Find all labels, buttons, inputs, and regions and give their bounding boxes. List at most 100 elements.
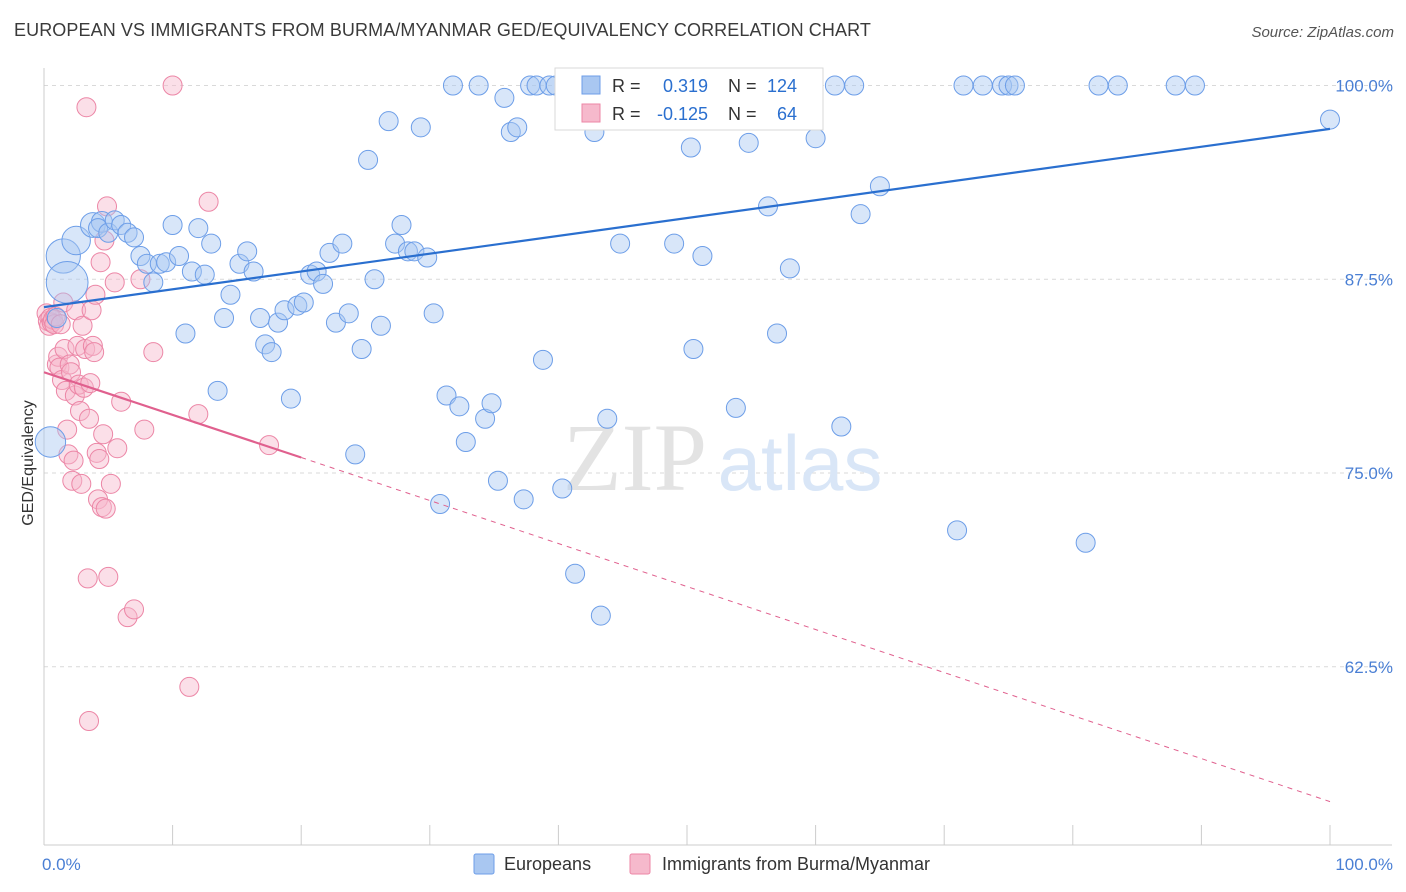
european-point (475, 408, 496, 429)
stats-n-label: N = (728, 104, 757, 124)
european-point (364, 269, 385, 290)
stats-swatch-burma (581, 103, 601, 123)
tick-labels: 62.5% 75.0% 87.5% 100.0% 0.0% 100.0% (42, 77, 1393, 875)
burma-point (124, 599, 145, 620)
european-point (274, 300, 295, 321)
european-point (124, 227, 145, 248)
burma-point (76, 97, 97, 118)
european-point (552, 478, 573, 499)
burma-point (80, 373, 101, 394)
burma-trend-extension (301, 457, 1331, 803)
european-point (805, 128, 826, 149)
burma-point (79, 711, 100, 731)
european-point (111, 215, 132, 235)
european-point (494, 87, 515, 108)
burma-point (72, 315, 93, 336)
burma-point (198, 191, 219, 212)
watermark-zip: ZIP (563, 404, 707, 511)
legend-label-european: Europeans (504, 854, 591, 874)
european-point (947, 520, 968, 541)
european-trend-line (43, 127, 1331, 309)
european-point (181, 261, 202, 282)
stats-swatch-european (581, 75, 601, 95)
european-point (143, 272, 164, 293)
european-point (1004, 75, 1025, 96)
european-point (149, 253, 170, 274)
european-point (280, 388, 301, 409)
burma-point (162, 75, 183, 96)
european-point (345, 444, 366, 465)
european-point (351, 339, 372, 359)
european-point (442, 75, 463, 96)
european-point (1184, 75, 1205, 96)
x-tick-label: 100.0% (1335, 855, 1393, 874)
european-point (410, 117, 431, 138)
european-point (358, 149, 379, 170)
burma-trend-line (43, 371, 302, 459)
european-point (692, 246, 713, 266)
stats-r-value: 0.319 (663, 76, 708, 96)
european-point (385, 233, 406, 254)
european-point (507, 117, 528, 138)
european-point (207, 380, 228, 401)
european-point (378, 111, 399, 132)
european-point (34, 426, 67, 458)
stats-r-label: R = (612, 104, 641, 124)
burma-point (93, 424, 114, 445)
burma-point (134, 419, 155, 440)
european-point (169, 246, 190, 266)
european-point (370, 315, 391, 336)
european-point (201, 233, 222, 254)
stats-n-label: N = (728, 76, 757, 96)
european-point (1107, 75, 1128, 96)
european-point (243, 261, 264, 282)
european-point (45, 260, 89, 304)
burma-point (104, 272, 125, 293)
european-point (1320, 109, 1340, 130)
european-point (597, 408, 618, 429)
burma-point (89, 449, 110, 470)
european-point (293, 292, 314, 313)
burma-point (100, 473, 121, 494)
european-point (590, 605, 611, 626)
y-tick-label: 75.0% (1345, 464, 1393, 483)
european-point (250, 308, 271, 328)
european-point (532, 349, 553, 370)
european-point (1165, 75, 1186, 96)
burma-point (130, 269, 151, 290)
burma-point (90, 252, 111, 273)
european-point (130, 246, 151, 266)
burma-point (50, 314, 71, 335)
european-point (449, 396, 470, 417)
european-point (194, 264, 215, 285)
burma-point (98, 566, 119, 587)
burma-point (79, 408, 100, 429)
legend-swatch-burma (629, 853, 651, 875)
european-point (268, 312, 289, 333)
european-point (237, 241, 258, 262)
european-point (850, 204, 871, 225)
european-point (391, 215, 412, 235)
burma-points (36, 75, 280, 731)
european-point (998, 75, 1019, 96)
burma-point (63, 450, 84, 471)
european-point (261, 342, 282, 363)
european-point (468, 75, 489, 96)
european-point (779, 258, 800, 279)
stats-n-value: 124 (767, 76, 797, 96)
european-point (332, 233, 353, 254)
legend-label-burma: Immigrants from Burma/Myanmar (662, 854, 930, 874)
european-point (188, 218, 209, 239)
burma-point (82, 335, 103, 356)
trend-lines (43, 127, 1331, 803)
european-point (831, 416, 852, 437)
european-point (680, 137, 701, 158)
european-point (824, 75, 845, 96)
source-label: Source: ZipAtlas.com (1251, 24, 1394, 41)
stats-r-label: R = (612, 76, 641, 96)
european-points (34, 75, 1340, 626)
european-point (436, 385, 457, 406)
stats-r-value: -0.125 (657, 104, 708, 124)
y-tick-label: 100.0% (1335, 77, 1393, 96)
